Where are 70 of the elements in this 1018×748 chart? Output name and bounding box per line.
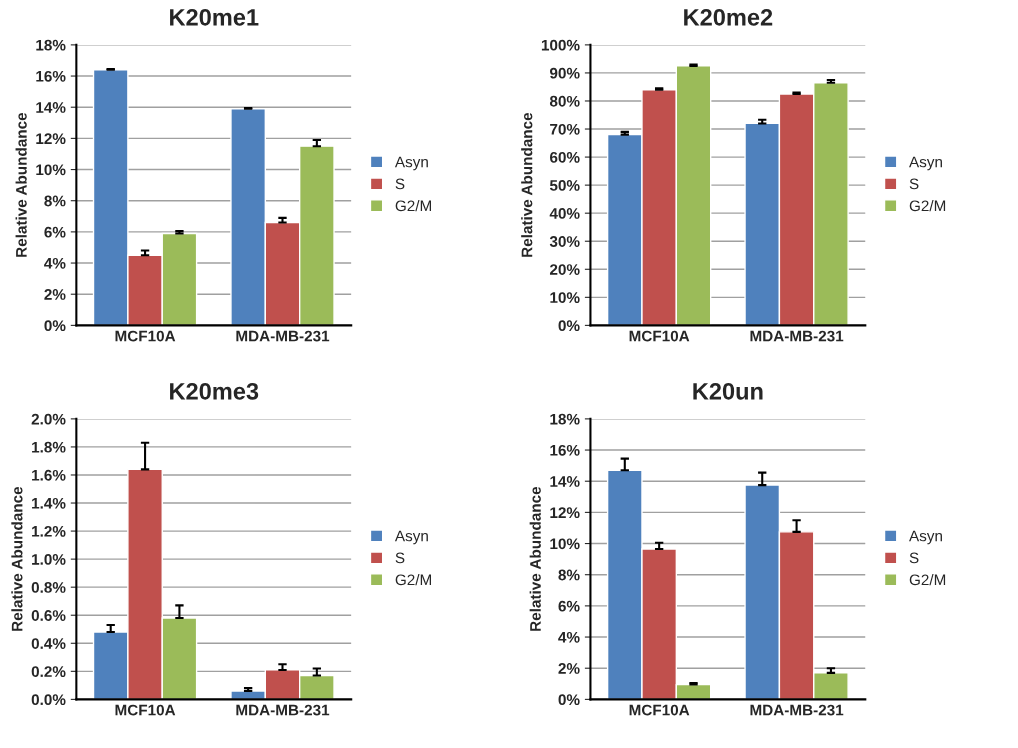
legend-label: G2/M	[395, 574, 431, 586]
legend-label: G2/M	[909, 200, 946, 212]
y-tick-label: 0%	[558, 694, 580, 706]
legend-label: Asyn	[394, 156, 428, 171]
y-tick-label: 1.8%	[32, 441, 66, 453]
y-tick-label: 70%	[550, 123, 580, 135]
y-tick-label: 12%	[36, 133, 66, 145]
legend-label: Asyn	[909, 156, 942, 171]
chart-title: K20un	[693, 382, 763, 400]
legend-label: G2/M	[395, 200, 431, 212]
y-tick-label: 0.8%	[31, 582, 66, 593]
legend-label: S	[909, 178, 919, 190]
chart-title: K20me2	[684, 8, 773, 26]
legend-label: G2/M	[909, 574, 946, 586]
y-axis-title: Relative Abundance	[11, 486, 23, 631]
y-tick-label: 6%	[44, 226, 66, 238]
y-tick-label: 40%	[549, 208, 580, 219]
y-tick-label: 14%	[36, 102, 66, 113]
y-tick-label: 10%	[550, 538, 580, 550]
y-tick-label: 4%	[44, 257, 66, 269]
legend-label: S	[395, 552, 405, 564]
y-tick-label: 8%	[558, 569, 580, 581]
legend-label: Asyn	[394, 530, 428, 545]
y-tick-label: 1.0%	[32, 554, 66, 565]
chart-title: K20me1	[170, 8, 259, 26]
y-tick-label: 4%	[558, 631, 580, 643]
y-tick-label: 14%	[550, 476, 580, 487]
y-tick-label: 2.0%	[31, 413, 66, 425]
y-tick-label: 2%	[558, 663, 580, 674]
x-tick-label: MCF10A	[629, 330, 690, 342]
x-tick-label: MDA-MB-231	[750, 704, 844, 716]
x-tick-label: MCF10A	[115, 330, 176, 342]
legend-label: Asyn	[909, 530, 942, 545]
y-tick-label: 1.2%	[32, 525, 66, 537]
y-tick-label: 10%	[550, 292, 580, 304]
y-tick-label: 0%	[44, 320, 66, 332]
y-tick-label: 18%	[550, 413, 580, 425]
y-tick-label: 30%	[549, 236, 580, 247]
y-tick-label: 18%	[36, 39, 66, 51]
y-tick-label: 2%	[44, 289, 66, 300]
y-tick-label: 0.2%	[31, 666, 66, 678]
legend-label: S	[395, 178, 405, 190]
y-tick-label: 16%	[36, 70, 66, 82]
y-tick-label: 50%	[549, 180, 580, 191]
y-tick-label: 20%	[549, 264, 580, 275]
y-tick-label: 0.4%	[31, 638, 66, 649]
x-tick-label: MCF10A	[629, 704, 690, 716]
y-tick-label: 100%	[541, 39, 580, 51]
y-tick-label: 1.6%	[32, 469, 66, 481]
x-tick-label: MDA-MB-231	[236, 330, 330, 342]
legend-label: S	[909, 552, 919, 564]
y-tick-label: 1.4%	[32, 497, 66, 509]
y-tick-label: 16%	[550, 444, 580, 456]
y-tick-label: 60%	[550, 151, 580, 163]
chart-title: K20me3	[170, 382, 259, 400]
x-tick-label: MDA-MB-231	[236, 704, 330, 716]
y-tick-label: 10%	[36, 164, 66, 176]
y-tick-label: 12%	[550, 507, 580, 519]
y-tick-label: 0%	[558, 320, 580, 332]
y-tick-label: 6%	[558, 600, 580, 612]
y-tick-label: 90%	[549, 67, 580, 79]
y-axis-title: Relative Abundance	[15, 112, 27, 257]
y-tick-label: 0.0%	[31, 694, 66, 706]
y-tick-label: 0.6%	[31, 610, 66, 621]
x-tick-label: MCF10A	[115, 704, 176, 716]
x-tick-label: MDA-MB-231	[750, 330, 844, 342]
y-axis-title: Relative Abundance	[529, 486, 541, 631]
y-tick-label: 80%	[549, 95, 580, 107]
y-axis-title: Relative Abundance	[521, 112, 533, 257]
y-tick-label: 8%	[44, 195, 66, 207]
